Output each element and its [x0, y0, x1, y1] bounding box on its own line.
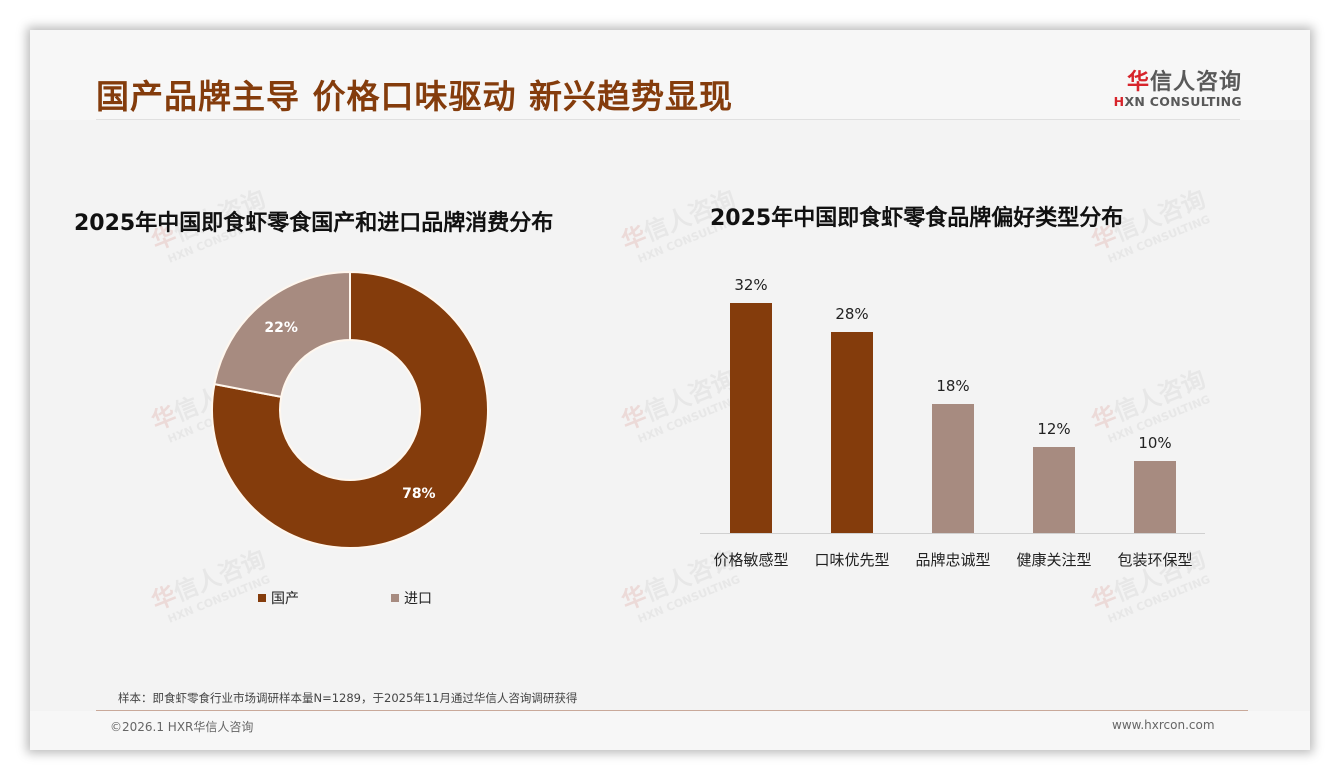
footer-divider	[96, 710, 1248, 711]
donut-label-1: 22%	[264, 320, 298, 336]
legend-swatch-icon	[391, 594, 399, 602]
header-band	[30, 30, 1310, 120]
legend-item: 进口	[391, 588, 432, 608]
legend-swatch-icon	[258, 594, 266, 602]
legend-label: 国产	[271, 591, 299, 607]
logo-en: HXN CONSULTING	[1110, 94, 1242, 109]
donut-slice-1	[213, 270, 351, 399]
bar-chart: 32% 价格敏感型 28% 口味优先型 18% 品牌忠诚型 12% 健康关注型 10% 包装环保型	[700, 260, 1210, 580]
bar-value-label: 12%	[1037, 419, 1071, 438]
bar	[1134, 461, 1176, 533]
logo-cn-highlight: 华	[1126, 70, 1150, 95]
logo-en-highlight: H	[1113, 94, 1125, 109]
bar-value-label: 28%	[835, 304, 869, 323]
bar-value-label: 32%	[734, 276, 768, 294]
donut-slice-0	[211, 270, 489, 549]
bar	[932, 403, 974, 533]
bar	[1033, 446, 1075, 533]
page-title: 国产品牌主导 价格口味驱动 新兴趋势显现	[96, 77, 733, 116]
donut-label-0: 78%	[402, 486, 436, 502]
x-axis-category-label: 品牌忠诚型	[915, 551, 991, 569]
x-axis-category-label: 价格敏感型	[713, 551, 789, 569]
x-axis-category-label: 健康关注型	[1016, 551, 1092, 569]
copyright: ©2026.1 HXR华信人咨询	[110, 720, 254, 734]
bar-value-label: 18%	[936, 376, 970, 395]
donut-chart: 78% 22%	[211, 270, 489, 549]
bar	[730, 303, 772, 533]
legend-label: 进口	[404, 591, 432, 607]
title-divider	[96, 119, 1240, 120]
bar	[831, 331, 873, 533]
x-axis-category-label: 口味优先型	[814, 551, 890, 569]
x-axis-category-label: 包装环保型	[1117, 551, 1193, 569]
legend-item: 国产	[258, 588, 299, 608]
x-axis-line	[700, 533, 1205, 534]
logo-en-rest: XN CONSULTING	[1124, 94, 1242, 109]
company-logo: 华信人咨询 HXN CONSULTING	[1110, 64, 1242, 109]
donut-chart-title: 2025年中国即食虾零食国产和进口品牌消费分布	[74, 211, 554, 236]
bar-value-label: 10%	[1138, 434, 1172, 453]
logo-cn-rest: 信人咨询	[1149, 70, 1242, 95]
footer-band	[30, 711, 1310, 750]
logo-cn: 华信人咨询	[1110, 64, 1242, 96]
slide: 华信人咨询 HXN CONSULTING 华信人咨询 HXN CONSULTING 华信…	[30, 30, 1310, 750]
sample-footnote: 样本：即食虾零食行业市场调研样本量N=1289，于2025年11月通过华信人咨询…	[118, 691, 578, 705]
bar-chart-title: 2025年中国即食虾零食品牌偏好类型分布	[710, 206, 1124, 231]
website-link[interactable]: www.hxrcon.com	[1112, 718, 1215, 732]
